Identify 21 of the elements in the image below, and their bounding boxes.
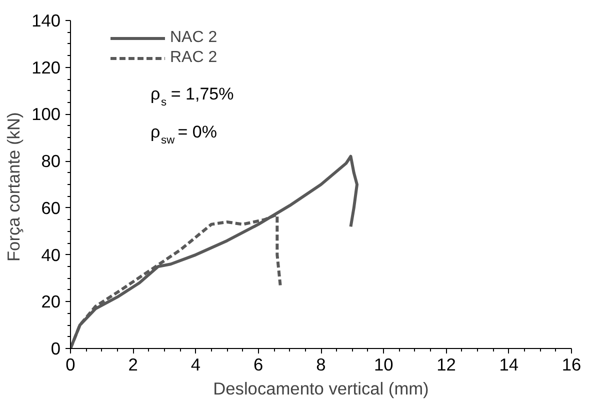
x-tick-label: 8 <box>316 354 326 374</box>
y-tick-label: 80 <box>41 151 61 172</box>
y-axis-title: Força cortante (kN) <box>4 112 24 262</box>
y-tick-label: 140 <box>32 10 61 30</box>
y-tick-label: 0 <box>50 338 61 358</box>
x-axis-title: Deslocamento vertical (mm) <box>213 378 429 398</box>
x-tick-label: 12 <box>436 354 456 374</box>
y-tick-label: 40 <box>41 244 61 265</box>
x-tick-label: 4 <box>190 354 201 374</box>
x-tick-label: 10 <box>374 354 394 374</box>
y-tick-label: 20 <box>41 292 61 312</box>
y-tick-label: 100 <box>32 104 61 124</box>
x-tick-label: 14 <box>499 354 519 374</box>
y-tick-label: 60 <box>41 198 61 218</box>
y-tick-label: 120 <box>32 57 61 78</box>
x-tick-label: 6 <box>254 354 264 374</box>
x-tick-label: 16 <box>562 354 582 374</box>
legend-label: RAC 2 <box>170 49 218 67</box>
x-tick-label: 0 <box>66 354 76 374</box>
x-tick-label: 2 <box>128 354 138 374</box>
legend-label: NAC 2 <box>170 29 218 47</box>
